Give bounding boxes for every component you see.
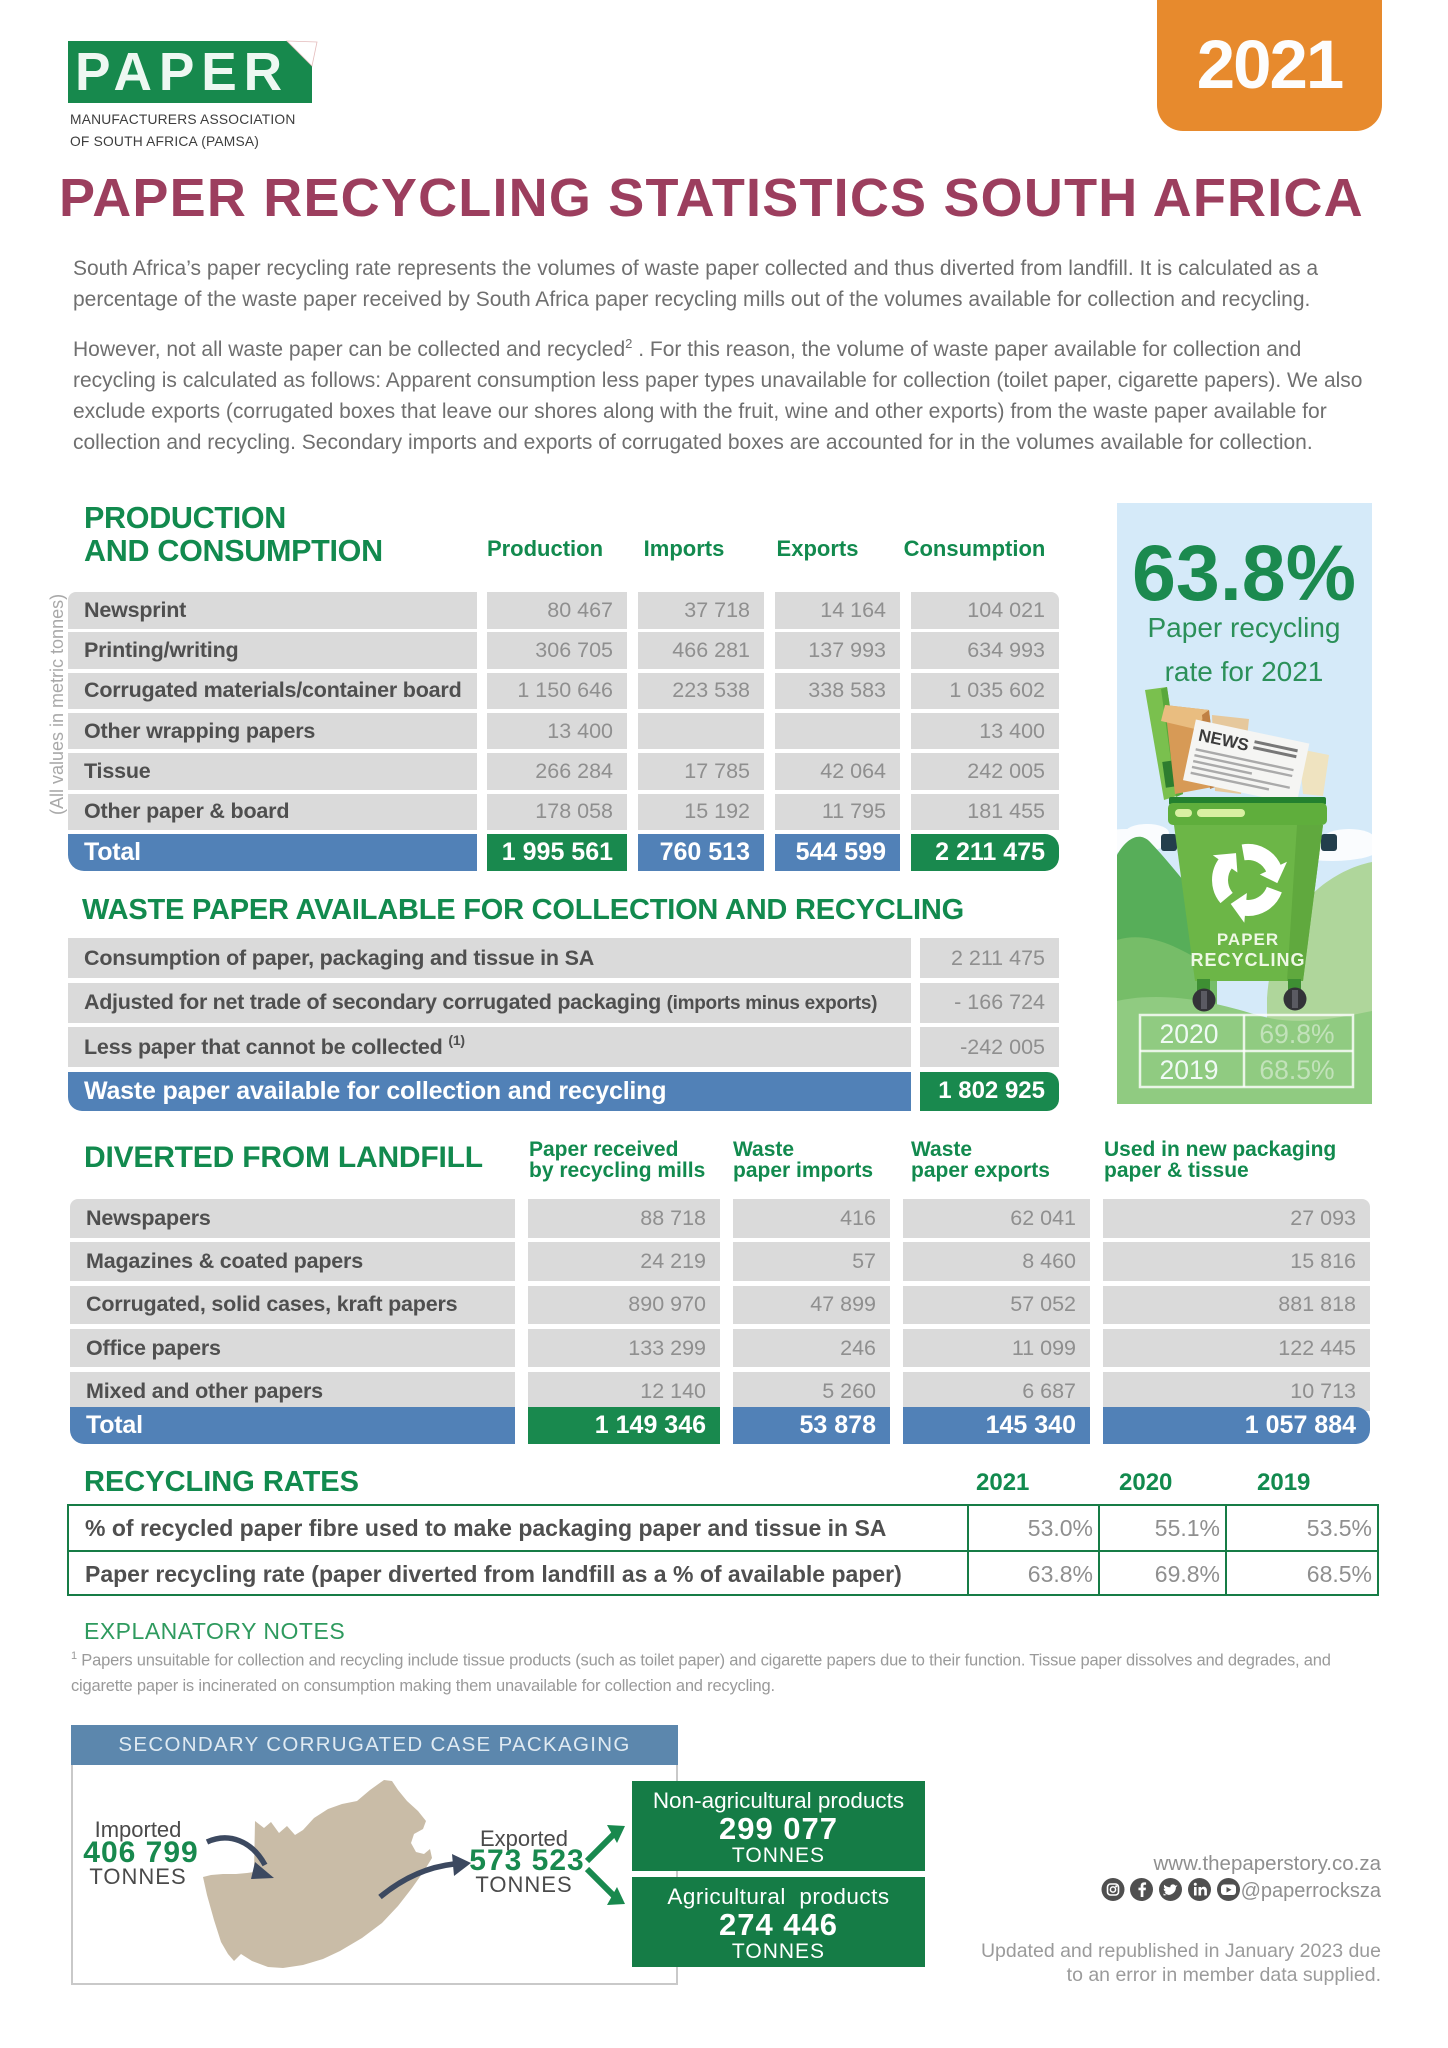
svg-text:Imported: Imported xyxy=(95,1817,182,1842)
svg-text:69.8%: 69.8% xyxy=(1259,1019,1334,1049)
svg-text:63.8%: 63.8% xyxy=(1132,528,1356,617)
svg-text:TONNES: TONNES xyxy=(89,1864,186,1889)
svg-text:PAPER: PAPER xyxy=(1217,930,1279,949)
svg-text:573 523: 573 523 xyxy=(469,1844,584,1877)
svg-text:Paper recycling: Paper recycling xyxy=(1148,612,1341,643)
svg-text:Exported: Exported xyxy=(480,1826,568,1851)
svg-text:406 799: 406 799 xyxy=(83,1836,198,1869)
svg-text:TONNES: TONNES xyxy=(475,1872,572,1897)
svg-text:68.5%: 68.5% xyxy=(1259,1055,1334,1085)
svg-text:PAPER: PAPER xyxy=(75,42,289,102)
svg-text:2019: 2019 xyxy=(1160,1055,1219,1085)
svg-text:rate for 2021: rate for 2021 xyxy=(1165,656,1324,687)
svg-text:RECYCLING: RECYCLING xyxy=(1190,950,1305,970)
svg-text:2020: 2020 xyxy=(1160,1019,1219,1049)
